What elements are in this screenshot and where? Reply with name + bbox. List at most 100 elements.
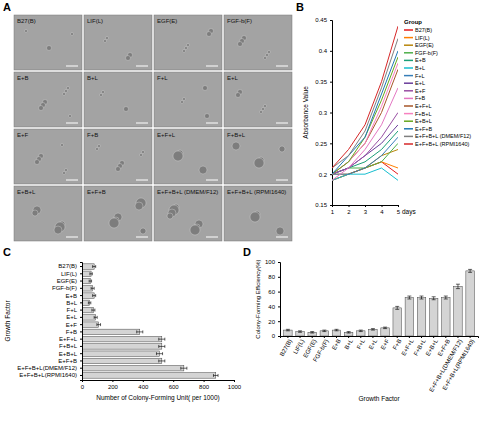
tick-mark: [80, 368, 82, 369]
plot-area: [82, 264, 218, 378]
cell-blob: [25, 30, 28, 33]
error-bar: [298, 331, 302, 332]
error-line: [93, 266, 96, 267]
legend-swatch: [404, 44, 413, 46]
x-axis-title: Growth Factor: [358, 395, 400, 402]
error-cap: [156, 352, 157, 355]
scale-bar: [276, 237, 288, 238]
legend-label: FGF-b(F): [415, 50, 438, 56]
tick-mark: [330, 51, 332, 52]
error-cap: [359, 330, 363, 331]
image-label: E+F: [17, 132, 29, 138]
tick-label: E+B+L: [59, 351, 78, 357]
tick: F+L: [66, 307, 82, 313]
cell-blob: [116, 167, 121, 172]
cell-blob: [47, 46, 52, 51]
cell-blob: [276, 227, 284, 235]
tick-mark: [278, 277, 280, 278]
cell-blob: [187, 44, 190, 47]
image-cell: [84, 129, 152, 184]
bar: [82, 278, 90, 283]
tick-mark: [457, 336, 458, 338]
error-bar: [159, 345, 165, 348]
image-label: LIF(L): [87, 18, 103, 24]
cell-blob: [264, 57, 267, 60]
error-cap: [407, 296, 411, 297]
error-cap: [310, 331, 314, 332]
tick-label: E+F+L: [59, 336, 78, 342]
cell-blob: [96, 148, 99, 151]
image-cell: [14, 72, 82, 127]
bar: [82, 344, 162, 349]
bar: [332, 330, 341, 336]
image-label: F+B+L: [227, 132, 246, 138]
image-cell: [224, 186, 292, 241]
tick-mark: [372, 336, 373, 338]
error-cap: [468, 272, 472, 273]
legend-label: F+L: [415, 73, 425, 79]
tick-label: 60: [268, 289, 275, 295]
bar: [454, 286, 463, 336]
tick-label: 40: [268, 304, 275, 310]
x-axis-title: Number of Colony-Forming Unit( per 1000): [96, 394, 220, 402]
error-line: [88, 302, 90, 303]
axis: 02004006008001000: [81, 380, 242, 390]
error-line: [397, 306, 398, 309]
image-label: E+F+L: [157, 132, 176, 138]
error-cap: [456, 284, 460, 285]
series-line: [332, 26, 398, 168]
image-label: B27(B): [17, 18, 36, 24]
legend-swatch: [404, 128, 413, 130]
axis: B27(B)LIF(L)EGF(E)FGF-b(F)E+BB+LF+LE+LE+…: [279, 336, 479, 393]
tick-label: 5: [397, 209, 401, 215]
cell-blob: [190, 225, 200, 235]
panel-letter: A: [3, 1, 11, 13]
error-bar: [159, 359, 165, 362]
scale-bar: [206, 123, 218, 124]
cell-blob: [254, 158, 264, 168]
bar: [82, 307, 93, 312]
image-cell: [154, 129, 222, 184]
bar: [308, 332, 317, 336]
image-cell: [84, 186, 152, 241]
bar: [393, 308, 402, 336]
cell-blob: [264, 105, 267, 108]
error-cap: [164, 338, 165, 341]
legend-label: F+B+L: [415, 111, 432, 117]
cell-blob: [232, 142, 240, 150]
tick: 0.15: [315, 202, 332, 208]
tick-mark: [80, 288, 82, 289]
legend-label: E+B+L: [415, 118, 432, 124]
cell-blob: [54, 226, 62, 234]
tick: 0.35: [315, 79, 332, 85]
error-cap: [92, 265, 93, 268]
error-cap: [334, 330, 338, 331]
bar: [82, 271, 91, 276]
tick-label: 0: [81, 384, 85, 390]
tick-label: E+L: [66, 314, 78, 320]
error-line: [181, 368, 187, 369]
legend-swatch: [404, 75, 413, 77]
cell-blob: [61, 144, 64, 147]
tick: E+F+L: [59, 336, 82, 342]
image-cell: [14, 186, 82, 241]
tick-mark: [80, 324, 82, 325]
error-bar: [92, 309, 95, 312]
error-bar: [359, 330, 363, 331]
cell-blob: [268, 51, 271, 54]
cell-blob: [236, 93, 241, 98]
tick-mark: [330, 174, 332, 175]
error-bar: [90, 272, 92, 275]
image-label: FGF-b(F): [227, 18, 252, 24]
tick: FGF-b(F): [312, 336, 330, 363]
error-cap: [91, 287, 92, 290]
error-line: [470, 269, 471, 272]
error-cap: [92, 294, 93, 297]
tick-label: 800: [199, 384, 210, 390]
error-cap: [158, 359, 159, 362]
tick: EGF(E): [57, 278, 82, 284]
error-bar: [383, 327, 387, 328]
image-cell: [224, 129, 292, 184]
tick: E+F+B+L(RPMI1640): [19, 372, 82, 378]
error-cap: [286, 330, 290, 331]
